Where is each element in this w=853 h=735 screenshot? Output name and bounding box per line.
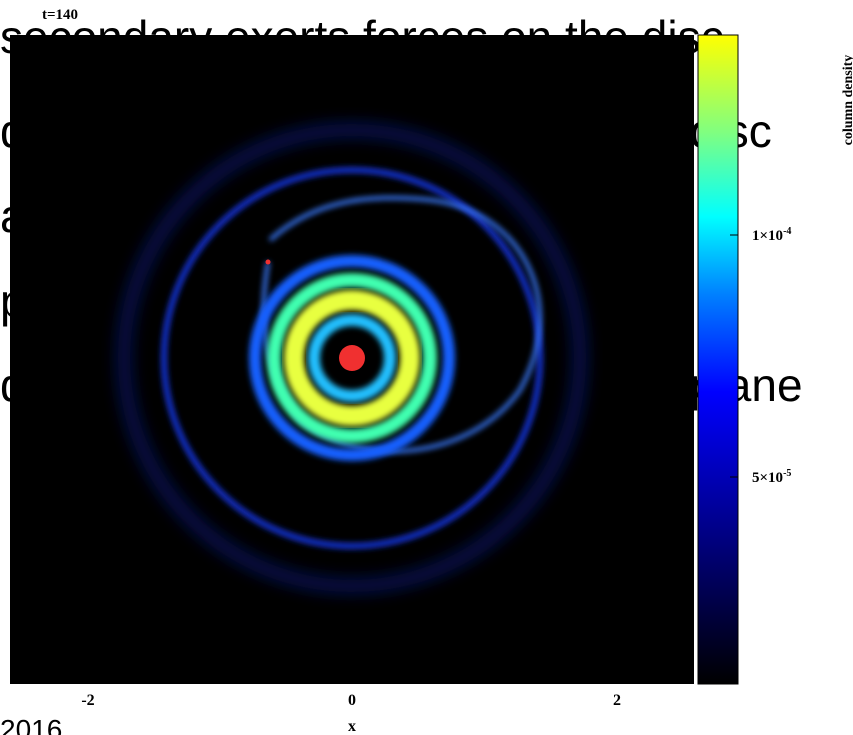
footer: 2016	[0, 714, 63, 735]
colorbar-tick-label: 1×10-4	[752, 226, 791, 244]
colorbar-label: column density	[841, 55, 853, 146]
colorbar	[697, 34, 739, 685]
colorbar-tick-label: 5×10-5	[752, 468, 791, 486]
time-label: t=140	[42, 7, 78, 23]
x-tick-label: 0	[348, 692, 356, 709]
x-axis-label: x	[348, 718, 356, 735]
disc-render	[117, 123, 587, 593]
x-tick-label: 2	[613, 692, 621, 709]
x-tick-label: -2	[81, 692, 94, 709]
